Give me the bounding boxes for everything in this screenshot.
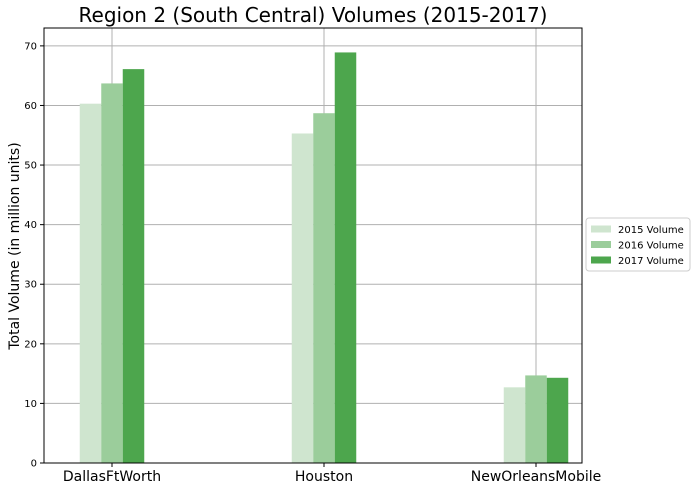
x-axis-ticks: DallasFtWorth Houston NewOrleansMobile <box>63 463 601 485</box>
bar <box>291 133 314 463</box>
y-tick-label: 30 <box>24 280 37 291</box>
y-tick-label: 60 <box>24 101 37 112</box>
legend-label: 2016 Volume <box>618 241 684 252</box>
bar <box>79 103 102 463</box>
y-tick-label: 40 <box>24 220 37 231</box>
legend-frame <box>585 217 691 272</box>
y-tick-label: 70 <box>24 41 37 52</box>
bar <box>525 375 547 463</box>
bar <box>334 52 357 463</box>
legend-swatch <box>591 241 611 248</box>
y-axis-ticks: 0 10 20 30 40 50 60 70 <box>24 41 44 470</box>
bars <box>79 52 569 463</box>
y-tick-label: 0 <box>31 459 37 470</box>
plot-frame <box>43 27 583 464</box>
legend: 2015 Volume 2016 Volume 2017 Volume <box>585 217 691 272</box>
legend-swatch <box>591 256 611 264</box>
bar <box>503 387 526 463</box>
x-tick-label: NewOrleansMobile <box>471 469 601 485</box>
bar <box>546 377 569 463</box>
x-tick-label: Houston <box>295 469 353 485</box>
bar <box>313 113 335 463</box>
legend-label: 2015 Volume <box>618 225 684 236</box>
y-tick-label: 50 <box>24 161 37 172</box>
x-tick-label: DallasFtWorth <box>63 469 161 485</box>
y-tick-label: 20 <box>24 339 37 350</box>
y-tick-label: 10 <box>24 399 37 410</box>
bar <box>122 69 145 463</box>
legend-label: 2017 Volume <box>618 256 684 267</box>
bar <box>101 83 123 463</box>
y-axis-label: Total Volume (in million units) <box>7 142 23 350</box>
chart-title: Region 2 (South Central) Volumes (2015-2… <box>79 3 548 27</box>
legend-swatch <box>591 225 611 233</box>
